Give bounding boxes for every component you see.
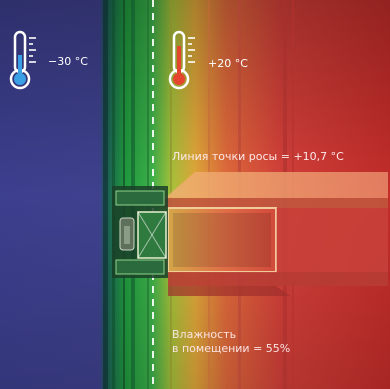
mullion-node — [112, 186, 168, 278]
inside-temperature-label: +20 °C — [208, 57, 248, 70]
outside-temperature-label: −30 °C — [48, 55, 88, 68]
humidity-label-line2: в помещении = 55% — [172, 342, 291, 355]
transom-beam — [165, 172, 388, 296]
dew-point-label: Линия точки росы = +10,7 °C — [172, 150, 344, 163]
humidity-label: Влажность в помещении = 55% — [172, 328, 290, 356]
thermometer-cold-icon — [9, 30, 36, 90]
humidity-label-line1: Влажность — [172, 328, 237, 341]
thermometer-warm-icon — [168, 30, 195, 90]
